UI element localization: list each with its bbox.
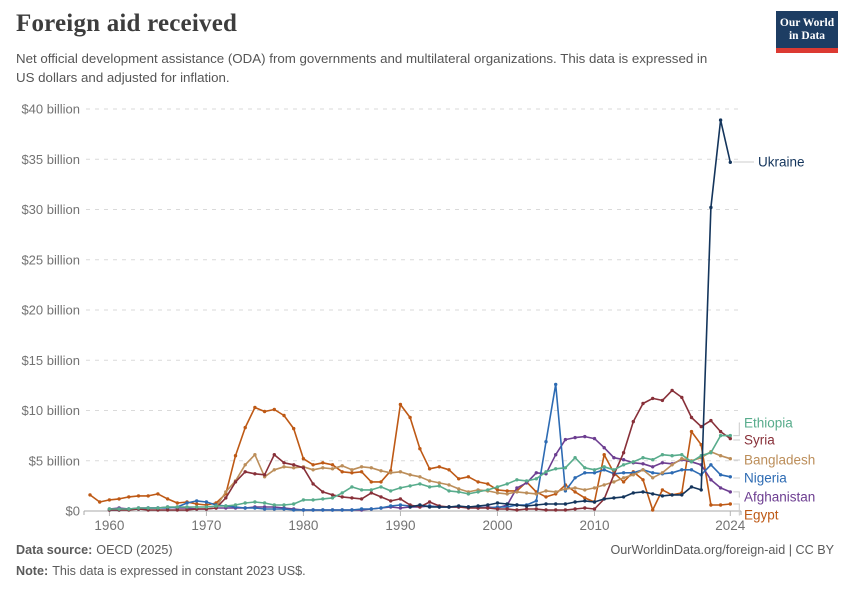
data-source-label: Data source:: [16, 543, 93, 557]
series-line-ukraine: [409, 119, 732, 508]
x-tick-label: 2010: [579, 518, 609, 533]
series-label-ethiopia[interactable]: Ethiopia: [744, 416, 793, 431]
y-tick-label: $5 billion: [29, 453, 80, 468]
y-tick-label: $0: [66, 504, 80, 519]
note-value: This data is expressed in constant 2023 …: [52, 564, 306, 578]
x-tick-label: 1960: [94, 518, 124, 533]
chart-footer: Data source: OECD (2025) OurWorldinData.o…: [16, 543, 834, 578]
series-label-bangladesh[interactable]: Bangladesh: [744, 453, 815, 468]
series-label-syria[interactable]: Syria: [744, 433, 775, 448]
y-tick-label: $35 billion: [21, 152, 80, 167]
owid-logo[interactable]: Our World in Data: [776, 11, 838, 53]
series-points-ukraine: [408, 118, 732, 509]
y-tick-label: $25 billion: [21, 252, 80, 267]
series-label-nigeria[interactable]: Nigeria: [744, 471, 787, 486]
x-tick-label: 1980: [288, 518, 318, 533]
series-label-leader: [733, 503, 740, 516]
line-chart: $0 $5 billion $10 billion $15 billion $20 bi…: [21, 102, 815, 534]
series-label-leader: [733, 422, 740, 437]
y-tick-label: $15 billion: [21, 353, 80, 368]
owid-logo-line1: Our World: [779, 16, 835, 29]
note-label: Note:: [16, 564, 49, 578]
chart-subtitle: Net official development assistance (ODA…: [16, 51, 708, 85]
series-label-egypt[interactable]: Egypt: [744, 508, 779, 523]
series-label-ukraine[interactable]: Ukraine: [758, 155, 805, 170]
owid-logo-line2: in Data: [788, 29, 826, 42]
page-title: Foreign aid received: [16, 10, 238, 37]
x-tick-label: 1990: [385, 518, 415, 533]
chart-note: Note: This data is expressed in constant …: [16, 564, 834, 578]
y-tick-label: $40 billion: [21, 102, 80, 117]
data-source: Data source: OECD (2025): [16, 543, 173, 557]
x-tick-label: 1970: [191, 518, 221, 533]
data-source-value: OECD (2025): [96, 543, 173, 557]
x-tick-label: 2024: [715, 518, 746, 533]
y-tick-label: $10 billion: [21, 403, 80, 418]
series-points-ethiopia: [107, 433, 732, 511]
series-label-leader: [733, 491, 740, 498]
series-label-afghanistan[interactable]: Afghanistan: [744, 490, 815, 505]
footer-link[interactable]: OurWorldinData.org/foreign-aid | CC BY: [610, 543, 834, 557]
y-tick-label: $20 billion: [21, 303, 80, 318]
x-tick-label: 2000: [482, 518, 512, 533]
y-tick-label: $30 billion: [21, 202, 80, 217]
